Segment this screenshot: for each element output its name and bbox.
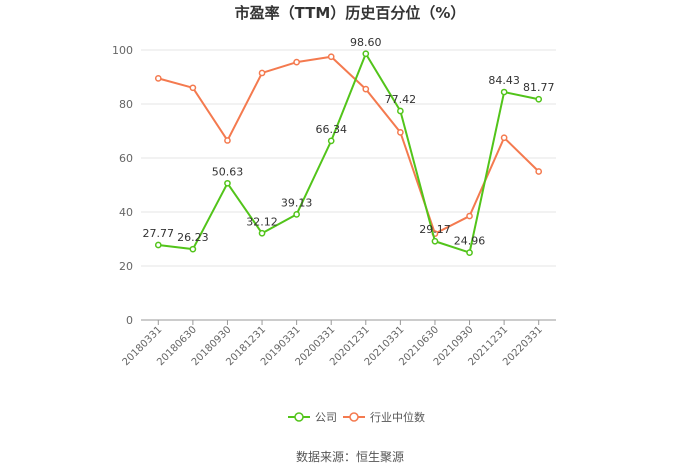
data-point <box>293 210 300 218</box>
data-point <box>189 245 197 253</box>
data-point <box>189 84 197 92</box>
data-label: 26.23 <box>177 231 209 244</box>
data-label: 39.13 <box>281 196 313 209</box>
y-tick-label: 80 <box>119 98 133 111</box>
data-point <box>466 212 473 220</box>
legend-label: 行业中位数 <box>370 410 425 424</box>
y-tick-label: 40 <box>119 206 133 219</box>
legend-label: 公司 <box>315 411 337 424</box>
data-label: 66.34 <box>315 123 347 136</box>
data-label: 27.77 <box>143 227 175 240</box>
data-point <box>431 237 439 245</box>
data-label: 32.12 <box>246 215 278 228</box>
data-source-note: 数据来源：恒生聚源 <box>295 450 404 464</box>
data-label: 98.60 <box>350 36 382 49</box>
data-point <box>535 95 543 103</box>
data-point <box>154 241 162 249</box>
data-point <box>224 137 231 144</box>
data-point <box>362 50 370 58</box>
legend-swatch-marker <box>349 412 359 422</box>
data-label: 77.42 <box>385 93 417 106</box>
data-point <box>258 69 266 77</box>
data-point <box>258 229 266 237</box>
data-point <box>362 85 370 93</box>
data-label: 24.96 <box>454 235 486 248</box>
data-label: 29.17 <box>419 223 451 236</box>
data-point <box>154 75 162 82</box>
legend-swatch-marker <box>294 412 304 422</box>
data-point <box>224 179 231 187</box>
data-point <box>327 53 335 61</box>
data-point <box>397 107 404 115</box>
series-line <box>158 52 539 254</box>
data-point <box>293 58 300 66</box>
data-label: 81.77 <box>523 81 555 94</box>
y-tick-label: 100 <box>112 44 133 57</box>
data-label: 50.63 <box>212 165 244 178</box>
y-tick-label: 60 <box>119 152 133 165</box>
y-tick-label: 20 <box>119 260 133 273</box>
chart-title: 市盈率（TTM）历史百分位（%） <box>234 4 466 22</box>
data-point <box>500 134 508 142</box>
series-line <box>158 55 540 235</box>
data-point <box>535 168 543 175</box>
data-point <box>397 129 404 136</box>
data-label: 84.43 <box>488 74 520 87</box>
data-point <box>466 249 473 256</box>
data-point <box>500 88 508 96</box>
data-point <box>327 137 335 145</box>
y-tick-label: 0 <box>126 314 133 327</box>
